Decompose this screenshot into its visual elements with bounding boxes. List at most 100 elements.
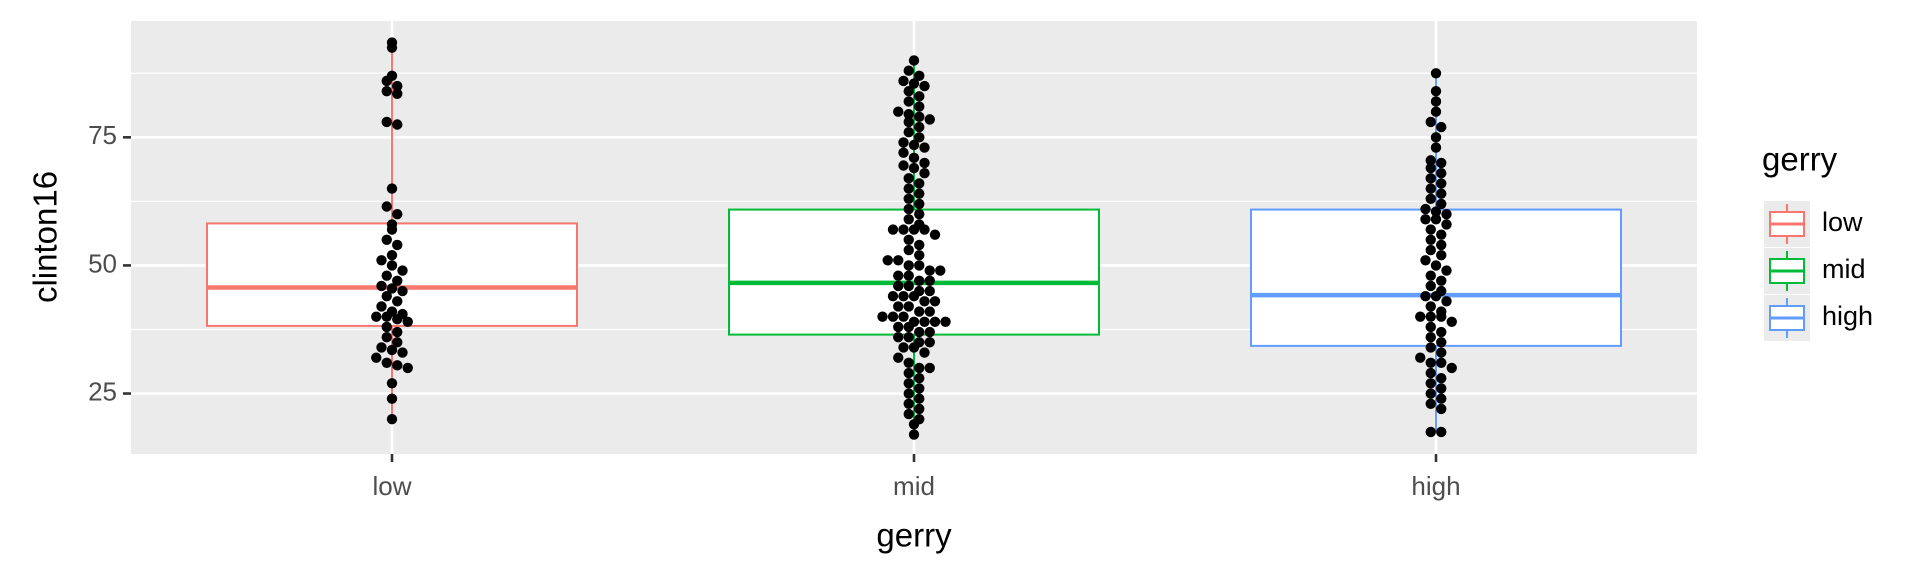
point xyxy=(903,65,914,76)
point xyxy=(914,372,925,384)
point xyxy=(1430,206,1442,217)
point xyxy=(924,275,935,286)
point xyxy=(1436,426,1447,438)
point xyxy=(1425,398,1436,409)
point xyxy=(914,198,925,210)
point xyxy=(1425,388,1436,399)
point xyxy=(914,121,925,133)
point xyxy=(1430,96,1442,107)
point xyxy=(1430,214,1442,225)
point xyxy=(392,360,403,371)
point xyxy=(893,301,904,312)
point xyxy=(392,80,403,92)
y-tick-label: 75 xyxy=(88,120,117,150)
point xyxy=(908,429,920,440)
point xyxy=(929,296,941,307)
point xyxy=(908,162,920,174)
legend-label: low xyxy=(1822,207,1863,237)
point xyxy=(402,362,413,374)
point xyxy=(1425,321,1436,333)
point xyxy=(914,188,925,199)
point xyxy=(397,347,408,358)
point xyxy=(376,301,387,312)
point xyxy=(903,321,914,333)
point xyxy=(919,316,930,327)
point xyxy=(1436,383,1447,394)
point xyxy=(898,342,909,353)
point xyxy=(903,367,914,379)
point xyxy=(381,201,392,212)
point xyxy=(908,78,920,89)
point xyxy=(1430,290,1442,302)
point xyxy=(898,224,909,235)
point xyxy=(914,70,925,82)
point xyxy=(914,239,925,251)
point xyxy=(887,224,899,235)
point xyxy=(1446,316,1457,327)
point xyxy=(887,311,899,322)
x-tick-label: low xyxy=(372,471,411,501)
point xyxy=(1425,301,1436,312)
point xyxy=(1425,193,1436,205)
point xyxy=(919,167,930,179)
point xyxy=(898,137,909,148)
point xyxy=(903,116,914,128)
point xyxy=(903,331,914,343)
point xyxy=(386,393,398,404)
point xyxy=(919,224,930,235)
point xyxy=(392,275,403,286)
point xyxy=(914,249,925,261)
point xyxy=(1436,357,1447,368)
point xyxy=(386,283,398,294)
point xyxy=(908,224,920,235)
point xyxy=(386,260,398,271)
point xyxy=(903,270,914,281)
point xyxy=(919,347,930,358)
point xyxy=(914,91,925,102)
point xyxy=(392,326,403,338)
point xyxy=(1425,280,1436,292)
point xyxy=(376,342,387,353)
point xyxy=(1436,311,1447,322)
legend-label: mid xyxy=(1822,254,1866,284)
point xyxy=(914,111,925,123)
point xyxy=(914,178,925,189)
point xyxy=(893,331,904,343)
point xyxy=(903,86,914,97)
point xyxy=(392,119,403,130)
point xyxy=(371,311,382,322)
point xyxy=(924,265,935,276)
point xyxy=(903,96,914,107)
point xyxy=(1436,198,1447,210)
point xyxy=(402,316,413,327)
point xyxy=(1436,403,1447,415)
point xyxy=(908,342,920,353)
point xyxy=(914,362,925,374)
point xyxy=(386,224,398,235)
point xyxy=(386,344,398,356)
point xyxy=(903,398,914,409)
point xyxy=(1425,234,1436,246)
point xyxy=(903,378,914,389)
point xyxy=(914,208,925,220)
point xyxy=(1436,249,1447,261)
point xyxy=(1420,203,1431,215)
point xyxy=(924,114,935,125)
point xyxy=(397,265,408,276)
point xyxy=(903,408,914,420)
point xyxy=(903,203,914,215)
point xyxy=(1436,372,1447,384)
point xyxy=(1425,357,1436,368)
point xyxy=(371,352,382,363)
point xyxy=(376,280,387,292)
point xyxy=(1425,155,1436,166)
point xyxy=(381,331,392,343)
point xyxy=(914,393,925,404)
point xyxy=(1425,367,1436,379)
point xyxy=(1436,229,1447,240)
point xyxy=(914,260,925,271)
point xyxy=(1430,142,1442,153)
point xyxy=(386,249,398,261)
point xyxy=(908,419,920,430)
